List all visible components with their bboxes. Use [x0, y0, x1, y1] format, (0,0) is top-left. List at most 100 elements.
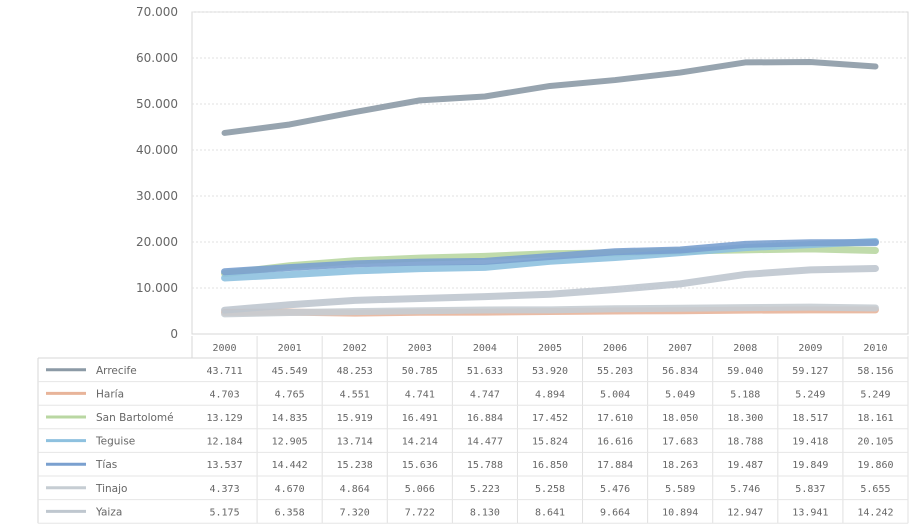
category-label: 2010 [863, 343, 887, 354]
data-label: 4.765 [275, 389, 305, 400]
data-label: 16.884 [467, 413, 503, 424]
category-label: 2002 [343, 343, 367, 354]
series-lines [221, 59, 879, 318]
data-label: 59.040 [727, 366, 763, 377]
data-label: 16.850 [532, 460, 568, 471]
series-line-5 [221, 239, 879, 276]
series-line-6 [221, 303, 879, 318]
data-label: 5.004 [600, 389, 630, 400]
data-label: 12.184 [206, 437, 242, 448]
y-tick-label: 20.000 [136, 235, 178, 249]
series-label: Yaiza [95, 506, 122, 518]
data-label: 18.788 [727, 437, 763, 448]
data-label: 5.476 [600, 484, 630, 495]
y-tick-label: 70.000 [136, 5, 178, 19]
data-label: 55.203 [597, 366, 633, 377]
data-label: 18.263 [662, 460, 698, 471]
data-label: 5.066 [405, 484, 435, 495]
data-label: 20.105 [857, 437, 893, 448]
data-label: 14.835 [272, 413, 308, 424]
data-label: 4.864 [340, 484, 370, 495]
y-tick-label: 30.000 [136, 189, 178, 203]
data-label: 19.418 [792, 437, 828, 448]
data-label: 16.616 [597, 437, 633, 448]
data-label: 13.129 [206, 413, 242, 424]
data-label: 43.711 [206, 366, 242, 377]
data-label: 17.452 [532, 413, 568, 424]
y-tick-label: 10.000 [136, 281, 178, 295]
data-label: 5.837 [795, 484, 825, 495]
data-label: 17.610 [597, 413, 633, 424]
data-label: 7.722 [405, 507, 435, 518]
category-label: 2008 [733, 343, 757, 354]
data-label: 4.373 [209, 484, 239, 495]
series-label: San Bartolomé [96, 412, 174, 424]
series-label: Teguise [95, 436, 135, 448]
data-label: 15.788 [467, 460, 503, 471]
category-label: 2007 [668, 343, 692, 354]
series-label: Haría [96, 388, 124, 400]
data-label: 9.664 [600, 507, 630, 518]
data-label: 15.636 [402, 460, 438, 471]
data-label: 10.894 [662, 507, 698, 518]
data-label: 4.670 [275, 484, 305, 495]
category-label: 2005 [538, 343, 562, 354]
plot-area [191, 11, 909, 335]
data-label: 6.358 [275, 507, 305, 518]
data-label: 18.161 [857, 413, 893, 424]
data-label: 14.214 [402, 437, 438, 448]
data-label: 7.320 [340, 507, 370, 518]
data-label: 18.517 [792, 413, 828, 424]
data-label: 51.633 [467, 366, 503, 377]
data-label: 14.442 [272, 460, 308, 471]
data-label: 4.894 [535, 389, 565, 400]
data-label: 5.049 [665, 389, 695, 400]
data-label: 4.551 [340, 389, 370, 400]
data-label: 17.884 [597, 460, 633, 471]
data-label: 48.253 [337, 366, 373, 377]
data-label: 19.849 [792, 460, 828, 471]
data-label: 59.127 [792, 366, 828, 377]
data-label: 14.242 [857, 507, 893, 518]
data-label: 15.919 [337, 413, 373, 424]
series-label: Arrecife [96, 365, 137, 377]
data-label: 4.741 [405, 389, 435, 400]
data-label: 5.175 [209, 507, 239, 518]
category-label: 2003 [408, 343, 432, 354]
data-label: 5.249 [860, 389, 890, 400]
series-line-7 [221, 264, 879, 314]
data-label: 58.156 [857, 366, 893, 377]
data-label: 19.860 [857, 460, 893, 471]
y-tick-label: 60.000 [136, 51, 178, 65]
series-line-1 [221, 59, 879, 136]
data-label: 16.491 [402, 413, 438, 424]
data-label: 19.487 [727, 460, 763, 471]
data-label: 5.223 [470, 484, 500, 495]
category-label: 2006 [603, 343, 627, 354]
data-label: 5.188 [730, 389, 760, 400]
data-label: 8.130 [470, 507, 500, 518]
category-label: 2001 [278, 343, 302, 354]
data-label: 13.537 [206, 460, 242, 471]
y-tick-label: 50.000 [136, 97, 178, 111]
data-label: 18.300 [727, 413, 763, 424]
data-label: 5.258 [535, 484, 565, 495]
category-label: 2004 [473, 343, 497, 354]
data-label: 45.549 [272, 366, 308, 377]
series-label: Tinajo [95, 483, 127, 495]
data-label: 5.746 [730, 484, 760, 495]
data-table: 2000 2001 2002 2003 2004 2005 2006 2007 2008 2009… [37, 336, 909, 524]
category-label: 2000 [212, 343, 236, 354]
data-label: 5.249 [795, 389, 825, 400]
series-label: Tías [95, 459, 117, 471]
category-label: 2009 [798, 343, 822, 354]
y-tick-label: 0 [170, 327, 178, 341]
data-label: 4.703 [209, 389, 239, 400]
data-label: 53.920 [532, 366, 568, 377]
data-label: 13.714 [337, 437, 373, 448]
data-label: 5.589 [665, 484, 695, 495]
data-label: 15.824 [532, 437, 568, 448]
data-label: 13.941 [792, 507, 828, 518]
data-label: 8.641 [535, 507, 565, 518]
